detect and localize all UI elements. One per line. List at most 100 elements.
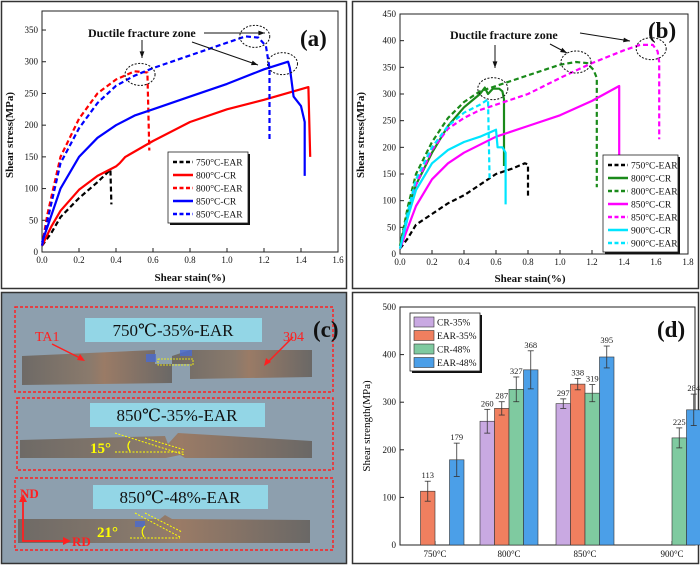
panel-d-y-tick-label: 0: [392, 540, 397, 550]
panel-a-annotation: Ductile fracture zone: [88, 26, 196, 40]
panel-b-x-tick-label: 1.6: [650, 257, 662, 267]
angle-line: [114, 432, 186, 456]
panel-b-fracture-zone-marker: [560, 50, 592, 74]
panel-d-bar: [555, 403, 571, 546]
panel-a-series-line: [41, 86, 312, 247]
panel-b-x-tick-label: 1.8: [682, 257, 694, 267]
panel-a-x-tick-label: 0.0: [36, 255, 48, 265]
panel-a-arrow-head: [258, 30, 265, 36]
panel-b-xlabel: Shear stain(%): [495, 273, 566, 285]
panel-d-data-label: 338: [571, 367, 584, 377]
panel-b-series-line: [398, 128, 507, 249]
panel-b-legend-label: 800°C-CR: [631, 174, 672, 185]
sample-label-box-3: [93, 485, 268, 509]
specimen-304: [172, 350, 312, 379]
panel-d-data-label: 287: [495, 391, 508, 401]
panel-d-y-tick-label: 200: [383, 445, 397, 455]
panel-d-legend-label: EAR-48%: [437, 359, 477, 369]
panel-b-series-line: [398, 86, 506, 247]
panel-a-series-line: [40, 60, 306, 243]
panel-b-x-tick-label: 0.4: [458, 257, 470, 267]
panel-a-x-tick-label: 0.8: [184, 255, 196, 265]
panel-a-ylabel: Shear stress(MPa): [4, 92, 16, 178]
arrow-head: [63, 537, 71, 545]
panel-a-y-tick-label: 300: [25, 57, 39, 67]
panel-a-y-tick-label: 0: [34, 247, 39, 257]
angle-label-15: 15°: [90, 441, 111, 457]
panel-b-series-line: [398, 98, 491, 249]
panel-d-y-tick-label: 500: [383, 302, 397, 312]
weld-zone-blue: [135, 521, 145, 527]
panel-b-plot-frame: [399, 13, 689, 255]
panel-c-photo: 750℃-35%-EAR TA1 304 (c) 850℃-35%-EAR 15…: [0, 291, 348, 565]
arrow-304: [266, 336, 294, 364]
panel-b-legend-label: 800°C-EAR: [631, 187, 678, 198]
panel-a-x-tick-label: 0.6: [147, 255, 159, 265]
panel-d-bar: [570, 383, 586, 546]
panel-b-series-line: [398, 43, 661, 249]
sample-label-box-2: [90, 403, 265, 427]
panel-d-ylabel: Shear strength(MPa): [361, 380, 373, 472]
rd-label: RD: [72, 534, 91, 549]
panel-a-fracture-zone-marker: [267, 52, 298, 76]
panel-b-y-tick-label: 0: [392, 249, 397, 259]
panel-d-y-tick-label: 100: [383, 492, 397, 502]
panel-a-x-tick-label: 1.2: [258, 255, 269, 265]
panel-d-legend-label: CR-48%: [437, 346, 470, 356]
panel-b-y-tick-label: 250: [383, 116, 397, 126]
panel-b-y-tick-label: 300: [383, 89, 397, 99]
sample-label-box-1: [85, 318, 262, 342]
panel-b-y-tick-label: 400: [383, 36, 397, 46]
panel-a-y-tick-label: 350: [25, 25, 39, 35]
panel-a-y-tick-label: 150: [25, 152, 39, 162]
panel-a-x-tick-label: 1.0: [221, 255, 233, 265]
panel-a-x-tick-label: 1.6: [332, 255, 344, 265]
panel-a-fracture-zone-marker: [239, 24, 271, 48]
panel-b-letter: (b): [648, 18, 676, 43]
material-label-ta1: TA1: [35, 330, 60, 345]
shear-zone-marker: [157, 358, 194, 366]
panel-d-legend-swatch: [413, 357, 435, 368]
panel-d-x-tick-label: 750°C: [423, 549, 446, 559]
panel-b-annotation-arrow: [579, 32, 631, 42]
panel-d-x-tick-label: 800°C: [497, 549, 520, 559]
panel-d-data-label: 297: [557, 388, 570, 398]
sample-label-2: 850℃-35%-EAR: [116, 406, 238, 425]
panel-a-letter: (a): [300, 26, 327, 51]
panel-d-bar: [523, 369, 539, 546]
sample-label-3: 850℃-48%-EAR: [119, 488, 241, 507]
sample-frame-2: [16, 397, 334, 471]
panel-a-frame: [0, 0, 348, 290]
panel-d-data-label: 284: [687, 383, 700, 393]
panel-a-fracture-zone-marker: [124, 62, 156, 86]
panel-b-x-tick-label: 0.8: [522, 257, 534, 267]
panel-d-legend-swatch: [413, 330, 435, 341]
weld-zone-blue: [180, 350, 192, 356]
panel-d-data-label: 319: [586, 374, 599, 384]
panel-d-bar: [508, 389, 524, 546]
angle-arc: [141, 525, 146, 538]
panel-b-x-tick-label: 1.2: [586, 257, 597, 267]
panel-a-y-tick-label: 100: [25, 184, 39, 194]
panel-b-y-tick-label: 350: [383, 62, 397, 72]
panel-b-arrow-head: [623, 37, 630, 43]
specimen-ta1: [22, 350, 172, 385]
panel-d-bar: [494, 408, 510, 546]
arrow-head: [264, 358, 271, 366]
angle-arc: [127, 440, 131, 452]
panel-d-data-label: 395: [600, 335, 613, 345]
panel-b-fracture-zone-marker: [635, 37, 667, 61]
panel-a-x-tick-label: 0.2: [73, 255, 84, 265]
panel-d-data-label: 327: [510, 366, 523, 376]
panel-b-y-tick-label: 200: [383, 142, 397, 152]
panel-b-y-tick-label: 450: [383, 9, 397, 19]
specimen-2: [20, 433, 312, 458]
panel-b-series-line: [398, 60, 598, 247]
panel-d-data-label: 260: [481, 398, 494, 408]
panel-a-y-tick-label: 50: [29, 215, 39, 225]
panel-b-x-tick-label: 0.0: [394, 257, 406, 267]
panel-b-legend-label: 850°C-EAR: [631, 213, 678, 224]
panel-d-x-tick-label: 850°C: [573, 549, 596, 559]
panel-a-y-tick-label: 250: [25, 88, 39, 98]
